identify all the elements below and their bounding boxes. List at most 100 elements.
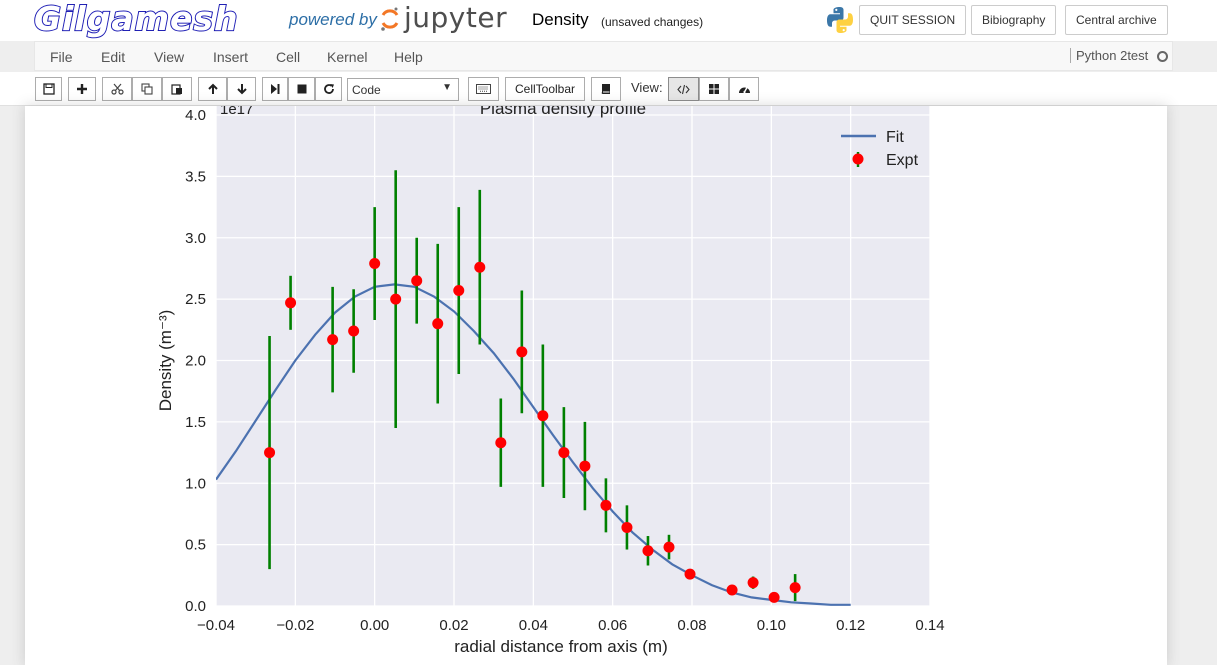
cut-button[interactable] bbox=[102, 77, 132, 101]
grid-view-icon bbox=[709, 84, 719, 94]
chart-title: Plasma density profile bbox=[480, 106, 646, 118]
fit-line bbox=[216, 283, 851, 606]
y-axis-label: Density (m⁻³) bbox=[156, 310, 175, 412]
y-tick-label: 1.5 bbox=[185, 414, 206, 431]
kernel-idle-icon bbox=[1157, 51, 1168, 62]
menu-insert[interactable]: Insert bbox=[213, 49, 249, 65]
data-point bbox=[747, 577, 759, 589]
data-point bbox=[453, 285, 465, 297]
save-icon bbox=[42, 83, 55, 95]
menu-cell[interactable]: Cell bbox=[276, 49, 301, 65]
notes-button[interactable] bbox=[591, 77, 621, 101]
data-point bbox=[369, 258, 381, 270]
paste-button[interactable] bbox=[162, 77, 192, 101]
legend-expt-label: Expt bbox=[886, 152, 919, 169]
restart-kernel-button[interactable] bbox=[315, 77, 342, 101]
data-point bbox=[768, 591, 780, 603]
data-point bbox=[726, 584, 738, 596]
copy-button[interactable] bbox=[132, 77, 162, 101]
kernel-name[interactable]: Python 2test bbox=[1070, 48, 1148, 63]
data-point bbox=[411, 275, 423, 287]
restart-icon bbox=[323, 84, 334, 94]
menu-kernel[interactable]: Kernel bbox=[327, 49, 368, 65]
toolbar: CellToolbar bbox=[0, 72, 1217, 106]
data-point bbox=[285, 297, 297, 309]
save-button[interactable] bbox=[35, 77, 62, 101]
cell-type-dropdown[interactable]: Code ▼ bbox=[347, 78, 459, 101]
menu-file[interactable]: File bbox=[50, 49, 73, 65]
y-offset-text: 1e17 bbox=[220, 106, 253, 118]
plot-clip-group bbox=[216, 170, 851, 606]
data-point bbox=[390, 293, 402, 305]
run-cell-button[interactable] bbox=[262, 77, 288, 101]
menu-edit[interactable]: Edit bbox=[101, 49, 126, 65]
x-tick-label: 0.02 bbox=[439, 617, 468, 634]
x-tick-label: 0.06 bbox=[598, 617, 627, 634]
cut-icon bbox=[110, 83, 124, 95]
y-tick-label: 4.0 bbox=[185, 107, 206, 124]
paste-icon bbox=[171, 84, 182, 95]
move-up-button[interactable] bbox=[198, 77, 227, 101]
plot-area bbox=[216, 106, 930, 606]
grid-view-toggle[interactable] bbox=[699, 77, 729, 101]
y-tick-label: 3.0 bbox=[185, 230, 206, 247]
plus-icon bbox=[77, 84, 87, 94]
copy-icon bbox=[141, 83, 153, 95]
data-point bbox=[537, 410, 549, 422]
density-plot: −0.04 −0.02 0.00 0.02 0.04 0.06 0.08 0.10 0.12 0.… bbox=[156, 106, 945, 656]
x-tick-label: 0.12 bbox=[836, 617, 865, 634]
y-tick-label: 0.0 bbox=[185, 598, 206, 615]
step-forward-icon bbox=[271, 84, 280, 94]
data-point bbox=[432, 318, 444, 330]
data-point bbox=[789, 582, 801, 594]
menu-help[interactable]: Help bbox=[394, 49, 423, 65]
x-tick-label: 0.08 bbox=[677, 617, 706, 634]
data-point bbox=[348, 325, 360, 337]
notebook-name[interactable]: Density bbox=[532, 10, 589, 29]
menubar: File Edit View Insert Cell Kernel Help P… bbox=[34, 41, 1173, 71]
stop-icon bbox=[297, 84, 306, 94]
data-point bbox=[474, 261, 486, 273]
y-tick-label: 2.5 bbox=[185, 291, 206, 308]
code-view-toggle[interactable] bbox=[668, 77, 699, 101]
brand-logo[interactable]: Gilgamesh bbox=[33, 0, 239, 38]
interrupt-button[interactable] bbox=[288, 77, 315, 101]
quit-session-button[interactable]: QUIT SESSION bbox=[859, 5, 967, 35]
insert-cell-button[interactable] bbox=[68, 77, 96, 101]
save-status: (unsaved changes) bbox=[601, 15, 704, 29]
data-point bbox=[495, 437, 507, 449]
data-point bbox=[684, 568, 696, 580]
data-point bbox=[642, 545, 654, 557]
data-point bbox=[579, 460, 591, 472]
data-point bbox=[663, 541, 675, 553]
x-tick-label: 0.10 bbox=[757, 617, 786, 634]
code-view-icon bbox=[677, 84, 690, 94]
view-label: View: bbox=[631, 80, 663, 95]
dropdown-arrow-icon: ▼ bbox=[442, 82, 452, 93]
data-point bbox=[621, 521, 633, 533]
move-down-button[interactable] bbox=[227, 77, 256, 101]
cell-type-value: Code bbox=[352, 83, 381, 97]
central-archive-button[interactable]: Central archive bbox=[1065, 5, 1168, 35]
data-point bbox=[516, 346, 528, 358]
notebook-page: −0.04 −0.02 0.00 0.02 0.04 0.06 0.08 0.10 0.12 0.… bbox=[25, 106, 1167, 665]
y-tick-label: 0.5 bbox=[185, 537, 206, 554]
y-tick-label: 2.0 bbox=[185, 353, 206, 370]
celltoolbar-button[interactable]: CellToolbar bbox=[505, 77, 585, 101]
python-logo-icon bbox=[827, 7, 853, 33]
bibliography-button[interactable]: Bibiography bbox=[971, 5, 1057, 35]
command-palette-button[interactable] bbox=[468, 77, 499, 101]
arrow-down-icon bbox=[236, 84, 247, 95]
data-point bbox=[264, 447, 276, 459]
y-tick-label: 1.0 bbox=[185, 475, 206, 492]
x-axis-label: radial distance from axis (m) bbox=[454, 637, 668, 656]
book-icon bbox=[601, 84, 610, 94]
jupyter-wordmark: jupyter bbox=[404, 1, 508, 34]
y-tick-label: 3.5 bbox=[185, 168, 206, 185]
data-point bbox=[327, 334, 339, 346]
dashboard-view-toggle[interactable] bbox=[729, 77, 759, 101]
legend-fit-label: Fit bbox=[886, 129, 904, 146]
menu-view[interactable]: View bbox=[154, 49, 185, 65]
x-tick-label: 0.00 bbox=[360, 617, 389, 634]
data-point bbox=[558, 447, 570, 459]
